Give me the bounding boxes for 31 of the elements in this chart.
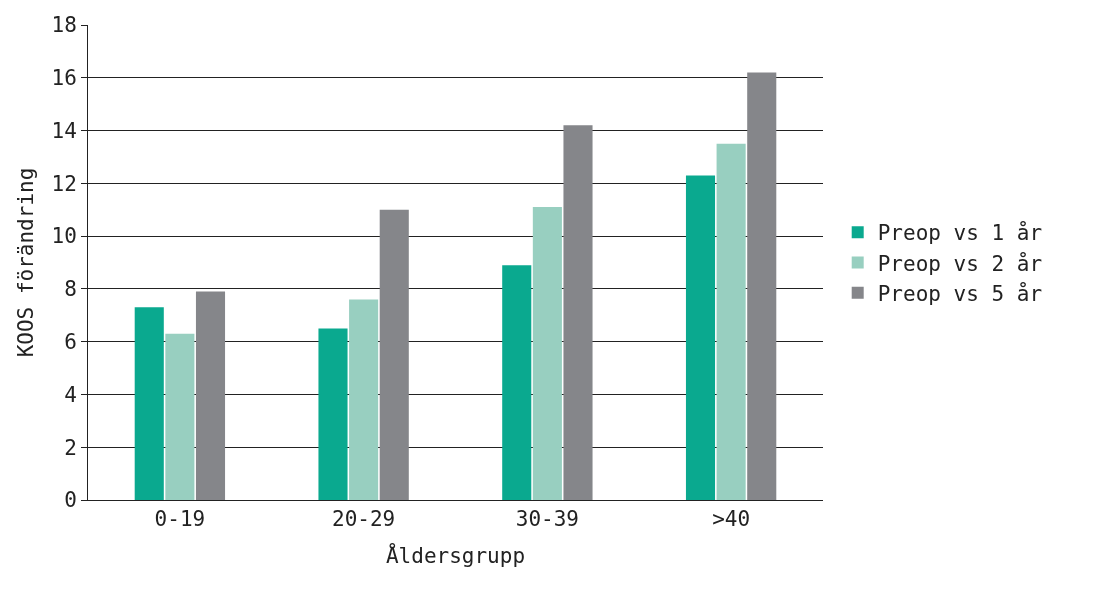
bar — [716, 143, 746, 500]
y-tick-label: 8 — [64, 277, 77, 302]
bar — [563, 125, 593, 500]
bar — [685, 175, 716, 500]
y-tick-label: 0 — [64, 488, 77, 513]
bar — [532, 207, 562, 500]
y-tick-label: 14 — [51, 118, 77, 143]
x-tick-label: 20-29 — [332, 507, 396, 532]
y-tick-label: 18 — [51, 13, 77, 38]
bar — [379, 209, 409, 500]
bar — [502, 265, 532, 500]
bar — [318, 328, 348, 500]
y-axis-title: KOOS förändring — [13, 167, 38, 358]
y-tick-label: 2 — [64, 435, 77, 460]
x-tick-label: >40 — [712, 507, 751, 532]
y-tick-label: 10 — [51, 224, 77, 249]
y-tick-label: 6 — [64, 330, 77, 355]
x-axis-title: Åldersgrupp — [385, 542, 526, 569]
legend-label: Preop vs 2 år — [877, 250, 1043, 276]
bar — [747, 72, 777, 500]
bar — [134, 307, 164, 500]
x-tick-label: 30-39 — [515, 507, 579, 532]
y-tick-label: 4 — [64, 382, 77, 407]
y-tick-label: 16 — [51, 66, 77, 91]
bar — [195, 291, 226, 500]
bar — [349, 299, 379, 500]
legend-label: Preop vs 1 år — [877, 220, 1043, 246]
legend-label: Preop vs 5 år — [877, 280, 1043, 306]
bar — [165, 333, 195, 500]
y-tick-label: 12 — [51, 171, 77, 196]
x-tick-label: 0-19 — [154, 507, 206, 532]
